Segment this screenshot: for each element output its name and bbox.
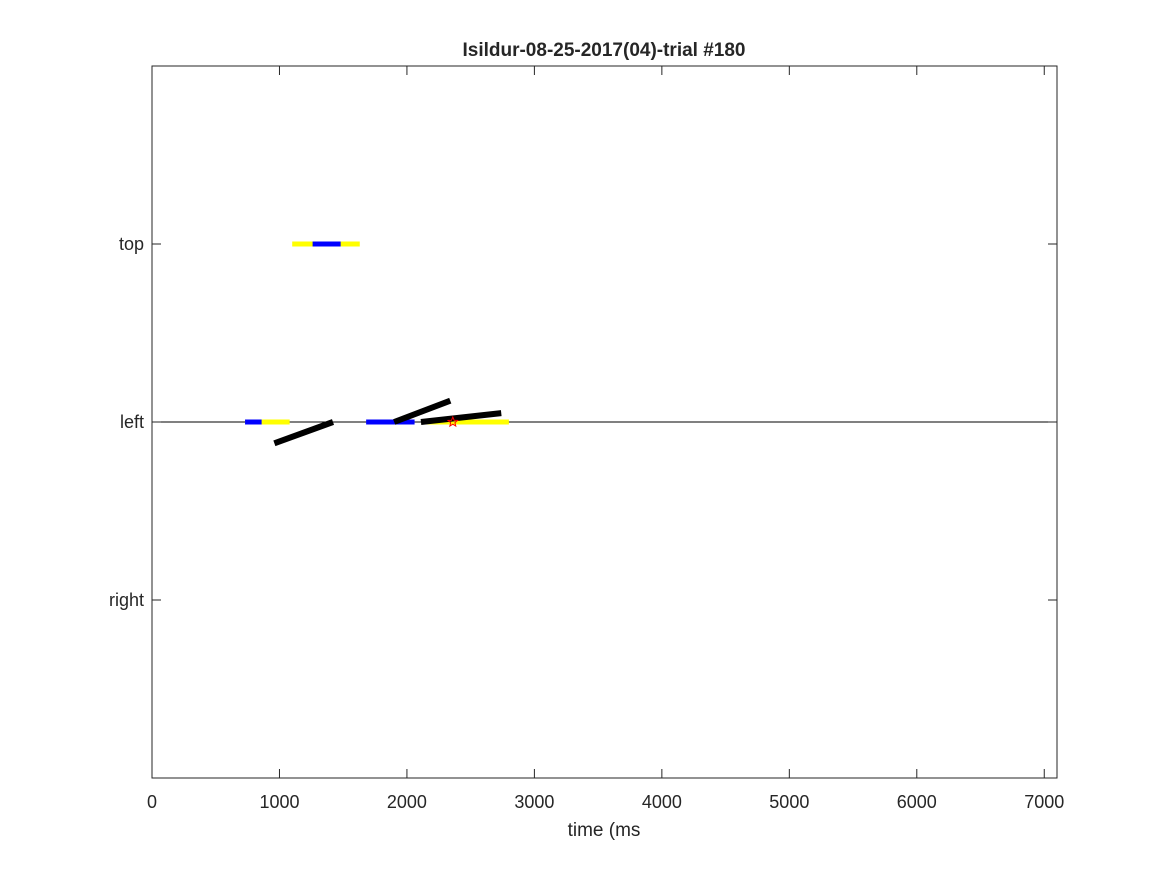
y-tick-label-0: top: [119, 234, 144, 254]
chart-title: Isildur-08-25-2017(04)-trial #180: [462, 40, 745, 61]
x-tick-label-2: 2000: [387, 792, 427, 812]
series-layer: [152, 241, 1057, 447]
series-2-segment-0: [273, 419, 335, 447]
x-tick-label-5: 5000: [769, 792, 809, 812]
axes-layer: 0 1000 2000 3000 4000 5000 6000 7000 top left righ…: [109, 65, 1064, 812]
x-axis-label: time (ms: [568, 820, 641, 841]
x-tick-label-4: 4000: [642, 792, 682, 812]
x-tick-label-6: 6000: [897, 792, 937, 812]
series-2-segment-1: [393, 397, 452, 425]
x-tick-label-1: 1000: [259, 792, 299, 812]
series-2-segment-2: [420, 410, 502, 425]
x-tick-label-0: 0: [147, 792, 157, 812]
marker-star-0: [446, 415, 459, 428]
x-tick-label-7: 7000: [1024, 792, 1064, 812]
y-tick-label-1: left: [120, 412, 144, 432]
x-tick-label-3: 3000: [514, 792, 554, 812]
y-tick-label-2: right: [109, 590, 144, 610]
